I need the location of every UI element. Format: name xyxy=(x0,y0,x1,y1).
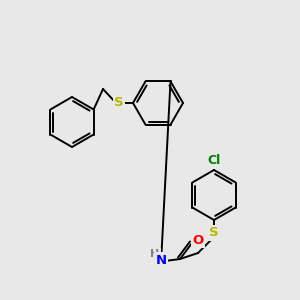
Text: Cl: Cl xyxy=(207,154,220,167)
Text: S: S xyxy=(114,97,124,110)
Text: N: N xyxy=(155,254,167,266)
Text: S: S xyxy=(209,226,219,239)
Text: O: O xyxy=(192,233,204,247)
Text: H: H xyxy=(150,249,160,259)
